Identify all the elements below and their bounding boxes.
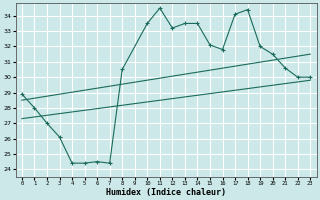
X-axis label: Humidex (Indice chaleur): Humidex (Indice chaleur): [106, 188, 226, 197]
